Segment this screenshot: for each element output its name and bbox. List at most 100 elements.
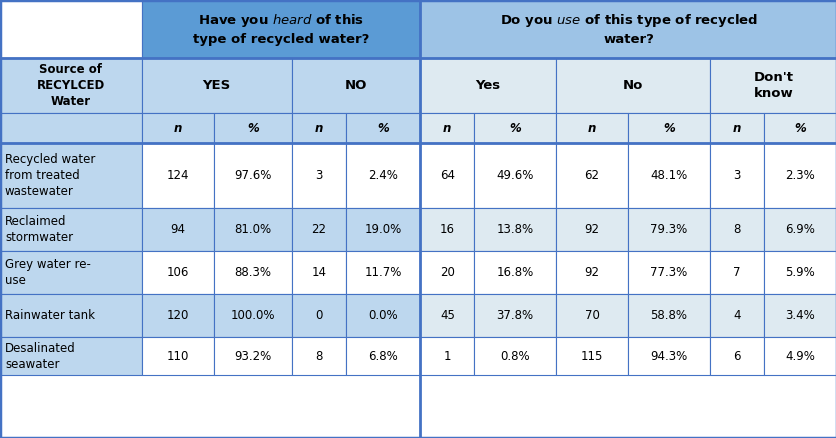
Text: %: % (662, 121, 674, 134)
Bar (555, 294, 627, 337)
Text: 8: 8 (732, 223, 740, 236)
Bar (474, 294, 555, 337)
Text: 8: 8 (315, 350, 322, 363)
Text: NO: NO (344, 79, 367, 92)
Bar (345, 294, 420, 337)
Bar (292, 58, 420, 113)
Bar (709, 208, 762, 251)
Text: 11.7%: 11.7% (364, 266, 401, 279)
Bar (762, 337, 836, 375)
Bar (762, 251, 836, 294)
Bar (0, 294, 141, 337)
Bar (292, 208, 345, 251)
Bar (474, 251, 555, 294)
Bar (709, 58, 836, 113)
Bar (292, 294, 345, 337)
Text: 37.8%: 37.8% (496, 309, 533, 322)
Bar (420, 294, 474, 337)
Text: Rainwater tank: Rainwater tank (5, 309, 95, 322)
Bar (709, 113, 762, 143)
Bar (420, 0, 836, 58)
Text: 100.0%: 100.0% (230, 309, 275, 322)
Text: 70: 70 (584, 309, 599, 322)
Text: 97.6%: 97.6% (234, 169, 271, 182)
Bar (555, 143, 627, 208)
Text: %: % (793, 121, 805, 134)
Bar (345, 251, 420, 294)
Bar (474, 337, 555, 375)
Bar (627, 208, 709, 251)
Text: 77.3%: 77.3% (650, 266, 686, 279)
Text: 3: 3 (732, 169, 740, 182)
Text: Desalinated
seawater: Desalinated seawater (5, 342, 76, 371)
Text: 49.6%: 49.6% (496, 169, 533, 182)
Bar (141, 113, 213, 143)
Bar (627, 251, 709, 294)
Text: Grey water re-
use: Grey water re- use (5, 258, 91, 287)
Text: 92: 92 (584, 223, 599, 236)
Bar (474, 208, 555, 251)
Bar (213, 337, 292, 375)
Bar (292, 251, 345, 294)
Bar (141, 0, 420, 58)
Text: Source of
RECYLCED
Water: Source of RECYLCED Water (37, 63, 104, 108)
Text: 88.3%: 88.3% (234, 266, 271, 279)
Bar (141, 143, 213, 208)
Bar (141, 208, 213, 251)
Bar (474, 113, 555, 143)
Bar (709, 251, 762, 294)
Bar (555, 113, 627, 143)
Bar (213, 113, 292, 143)
Text: n: n (314, 121, 323, 134)
Bar (420, 208, 474, 251)
Text: 16.8%: 16.8% (496, 266, 533, 279)
Text: n: n (442, 121, 451, 134)
Text: %: % (247, 121, 258, 134)
Text: 1: 1 (443, 350, 451, 363)
Text: 94.3%: 94.3% (650, 350, 686, 363)
Text: 58.8%: 58.8% (650, 309, 686, 322)
Bar (345, 143, 420, 208)
Bar (762, 294, 836, 337)
Text: 110: 110 (166, 350, 189, 363)
Text: n: n (173, 121, 181, 134)
Text: 0: 0 (315, 309, 322, 322)
Bar (292, 337, 345, 375)
Text: Do you $\it{use}$ of this type of recycled
water?: Do you $\it{use}$ of this type of recycl… (499, 12, 757, 46)
Bar (709, 294, 762, 337)
Bar (474, 143, 555, 208)
Text: n: n (732, 121, 740, 134)
Bar (292, 143, 345, 208)
Text: 0.8%: 0.8% (500, 350, 529, 363)
Text: 3.4%: 3.4% (784, 309, 814, 322)
Text: 7: 7 (732, 266, 740, 279)
Bar (555, 58, 709, 113)
Bar (213, 251, 292, 294)
Bar (345, 208, 420, 251)
Bar (709, 143, 762, 208)
Bar (627, 337, 709, 375)
Bar (345, 337, 420, 375)
Text: 115: 115 (580, 350, 603, 363)
Bar (345, 113, 420, 143)
Text: Have you $\it{heard}$ of this
type of recycled water?: Have you $\it{heard}$ of this type of re… (192, 12, 369, 46)
Text: 2.4%: 2.4% (368, 169, 398, 182)
Bar (420, 143, 474, 208)
Bar (555, 208, 627, 251)
Text: %: % (508, 121, 521, 134)
Text: 81.0%: 81.0% (234, 223, 271, 236)
Bar (0, 337, 141, 375)
Text: 19.0%: 19.0% (364, 223, 401, 236)
Text: 93.2%: 93.2% (234, 350, 271, 363)
Text: 13.8%: 13.8% (496, 223, 533, 236)
Bar (141, 294, 213, 337)
Bar (0, 251, 141, 294)
Text: 14: 14 (311, 266, 326, 279)
Bar (141, 58, 292, 113)
Bar (420, 58, 555, 113)
Bar (627, 113, 709, 143)
Text: 124: 124 (166, 169, 189, 182)
Bar (555, 251, 627, 294)
Bar (762, 113, 836, 143)
Bar (292, 113, 345, 143)
